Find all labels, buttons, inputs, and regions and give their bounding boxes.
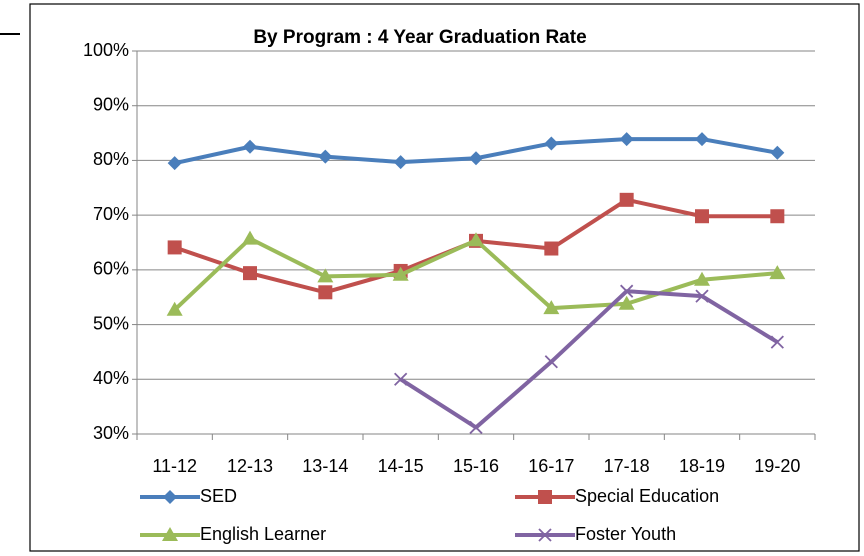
- marker: [770, 145, 785, 160]
- marker: [769, 265, 786, 280]
- marker: [694, 271, 710, 286]
- marker: [468, 232, 484, 247]
- marker: [469, 151, 483, 166]
- y-tick-label: 50%: [93, 313, 129, 333]
- x-tick-label: 12-13: [227, 456, 273, 476]
- y-tick-label: 60%: [93, 259, 129, 279]
- marker: [544, 136, 559, 151]
- marker: [695, 209, 709, 224]
- x-tick-label: 19-20: [754, 456, 800, 476]
- marker: [243, 266, 257, 281]
- marker: [770, 209, 785, 224]
- marker: [167, 240, 182, 255]
- y-tick-label: 70%: [93, 204, 129, 224]
- marker: [543, 300, 560, 315]
- marker: [544, 355, 558, 369]
- x-tick-label: 13-14: [302, 456, 348, 476]
- x-tick-label: 17-18: [604, 456, 650, 476]
- legend-label: SED: [200, 486, 237, 506]
- marker: [469, 420, 483, 435]
- legend-marker: [538, 528, 552, 542]
- legend-marker: [162, 527, 178, 541]
- x-tick-label: 14-15: [378, 456, 424, 476]
- legend-label: English Learner: [200, 524, 326, 544]
- y-tick-label: 100%: [83, 40, 129, 60]
- x-tick-label: 18-19: [679, 456, 725, 476]
- series-line: [399, 289, 779, 430]
- x-tick-label: 16-17: [528, 456, 574, 476]
- marker: [619, 192, 634, 207]
- marker: [392, 266, 409, 281]
- y-tick-label: 40%: [93, 368, 129, 388]
- marker: [318, 149, 333, 164]
- marker: [695, 289, 709, 303]
- marker: [243, 139, 257, 154]
- chart-title: By Program : 4 Year Graduation Rate: [253, 27, 586, 48]
- marker: [317, 268, 334, 283]
- marker: [166, 301, 183, 316]
- marker: [544, 241, 559, 256]
- marker: [695, 132, 709, 147]
- marker: [619, 132, 634, 147]
- y-tick-label: 90%: [93, 94, 129, 114]
- legend-label: Special Education: [575, 486, 719, 506]
- y-tick-label: 80%: [93, 149, 129, 169]
- marker: [770, 335, 784, 349]
- marker: [618, 295, 635, 310]
- marker: [318, 285, 333, 300]
- x-tick-label: 11-12: [152, 456, 197, 476]
- marker: [242, 230, 258, 245]
- x-tick-label: 15-16: [453, 456, 499, 476]
- marker: [394, 372, 408, 386]
- marker: [393, 155, 408, 170]
- legend-marker: [538, 490, 552, 504]
- y-tick-label: 30%: [93, 423, 129, 443]
- marker: [167, 156, 182, 171]
- legend-marker: [163, 490, 177, 504]
- legend-label: Foster Youth: [575, 524, 676, 544]
- marker: [620, 284, 634, 298]
